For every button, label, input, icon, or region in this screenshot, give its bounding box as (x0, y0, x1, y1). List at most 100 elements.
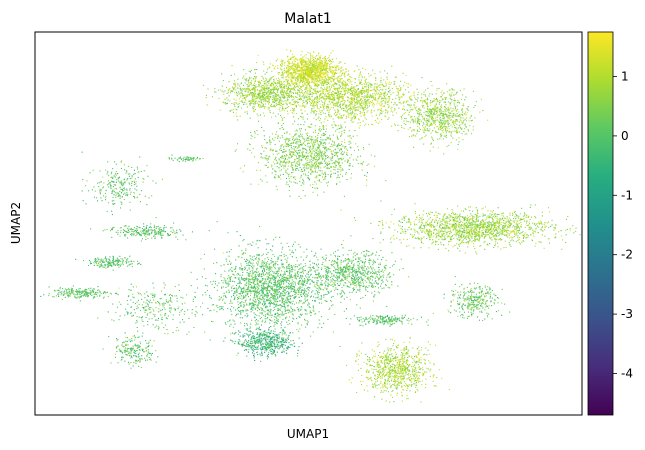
cell-point (324, 133, 326, 135)
cell-point (339, 93, 341, 95)
cell-point (458, 121, 460, 123)
cell-point (322, 132, 324, 134)
cell-point (308, 94, 310, 96)
cell-point (312, 78, 314, 80)
cell-point (297, 102, 299, 104)
cell-point (464, 99, 466, 101)
cell-point (402, 114, 404, 116)
cell-point (456, 105, 458, 107)
cell-point (443, 153, 445, 155)
cell-point (289, 58, 291, 60)
cell-point (273, 96, 275, 98)
cell-point (461, 109, 463, 111)
cell-point (294, 182, 296, 184)
cell-point (303, 181, 305, 183)
cell-point (470, 120, 472, 122)
cell-point (304, 92, 306, 94)
cell-point (381, 93, 383, 95)
cell-point (309, 145, 311, 147)
cell-point (330, 71, 332, 73)
cell-point (267, 95, 269, 97)
cell-point (269, 139, 271, 141)
cell-point (253, 96, 255, 98)
cell-point (430, 114, 432, 116)
cell-point (243, 94, 245, 96)
cell-point (292, 153, 294, 155)
cell-point (254, 132, 256, 134)
cell-point (311, 161, 313, 163)
cell-point (287, 59, 289, 61)
cell-point (308, 70, 310, 72)
cell-point (300, 77, 302, 79)
cell-point (303, 156, 305, 158)
cell-point (306, 103, 308, 105)
cell-point (299, 133, 301, 135)
cell-point (262, 112, 264, 114)
cell-point (314, 97, 316, 99)
cell-point (312, 99, 314, 101)
cell-point (295, 164, 297, 166)
cell-point (330, 166, 332, 168)
cell-point (358, 96, 360, 98)
cell-point (360, 105, 362, 107)
cell-point (245, 73, 247, 75)
cell-point (363, 83, 365, 85)
cell-point (432, 140, 434, 142)
cell-point (279, 164, 281, 166)
cell-point (277, 82, 279, 84)
cell-point (324, 160, 326, 162)
cell-point (314, 66, 316, 68)
cell-point (365, 100, 367, 102)
cell-point (307, 75, 309, 77)
cell-point (337, 147, 339, 149)
cell-point (343, 131, 345, 133)
cell-point (266, 147, 268, 149)
cell-point (334, 161, 336, 163)
cell-point (436, 90, 438, 92)
cell-point (336, 152, 338, 154)
cell-point (280, 99, 282, 101)
cell-point (319, 103, 321, 105)
cell-point (318, 55, 320, 57)
cell-point (332, 83, 334, 85)
cell-point (346, 92, 348, 94)
cell-point (307, 145, 309, 147)
cell-point (348, 114, 350, 116)
cell-point (344, 76, 346, 78)
cell-point (317, 90, 319, 92)
cell-point (327, 174, 329, 176)
cell-point (344, 100, 346, 102)
cell-point (283, 100, 285, 102)
cell-point (316, 175, 318, 177)
cell-point (315, 162, 317, 164)
cell-point (284, 81, 286, 83)
cell-point (303, 72, 305, 74)
cell-point (259, 83, 261, 85)
cell-point (289, 92, 291, 94)
cell-point (324, 58, 326, 60)
cell-point (287, 87, 289, 89)
cell-point (292, 56, 294, 58)
cell-point (281, 116, 283, 118)
cell-point (319, 60, 321, 62)
cell-point (357, 106, 359, 108)
cell-point (249, 103, 251, 105)
cell-point (317, 147, 319, 149)
cell-point (276, 65, 278, 67)
cell-point (264, 98, 266, 100)
cell-point (330, 63, 332, 65)
cell-point (358, 119, 360, 121)
cell-point (375, 99, 377, 101)
cell-point (251, 135, 253, 137)
cell-point (347, 78, 349, 80)
cell-point (233, 108, 235, 110)
cell-point (324, 62, 326, 64)
cell-point (273, 67, 275, 69)
cell-point (245, 96, 247, 98)
cell-point (440, 120, 442, 122)
cell-point (365, 88, 367, 90)
cell-point (308, 84, 310, 86)
cell-point (331, 75, 333, 77)
cell-point (310, 110, 312, 112)
cell-point (337, 98, 339, 100)
